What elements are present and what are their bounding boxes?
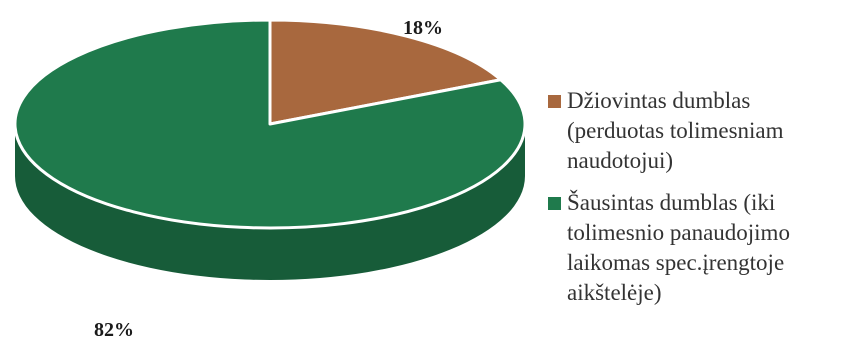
legend: Džiovintas dumblas (perduotas tolimesnia…: [548, 86, 848, 320]
slice-label-dried-sludge: 18%: [403, 17, 443, 39]
legend-line: aikštelėje): [567, 280, 662, 305]
pie-slice-dewatered-sludge: [13, 18, 527, 230]
legend-swatch-dried-sludge: [548, 95, 561, 108]
legend-label-dewatered-sludge: Šausintas dumblas (iki tolimesnio panaud…: [567, 188, 790, 308]
legend-label-dried-sludge: Džiovintas dumblas (perduotas tolimesnia…: [567, 86, 784, 176]
legend-line: Džiovintas dumblas: [567, 88, 751, 113]
legend-line: naudotojui): [567, 148, 674, 173]
legend-item-dewatered-sludge: Šausintas dumblas (iki tolimesnio panaud…: [548, 188, 848, 308]
legend-line: tolimesnio panaudojimo: [567, 220, 790, 245]
pie-side-dewatered-sludge: [15, 124, 525, 280]
pie-slice-dried-sludge: [268, 18, 503, 126]
legend-item-dried-sludge: Džiovintas dumblas (perduotas tolimesnia…: [548, 86, 848, 176]
pie-depth: [15, 124, 525, 280]
legend-swatch-dewatered-sludge: [548, 197, 561, 210]
legend-line: laikomas spec.įrengtoje: [567, 250, 785, 275]
legend-line: (perduotas tolimesniam: [567, 118, 784, 143]
legend-line: Šausintas dumblas (iki: [567, 190, 776, 215]
pie-slices: [13, 18, 527, 230]
slice-label-dewatered-sludge: 82%: [94, 319, 134, 340]
